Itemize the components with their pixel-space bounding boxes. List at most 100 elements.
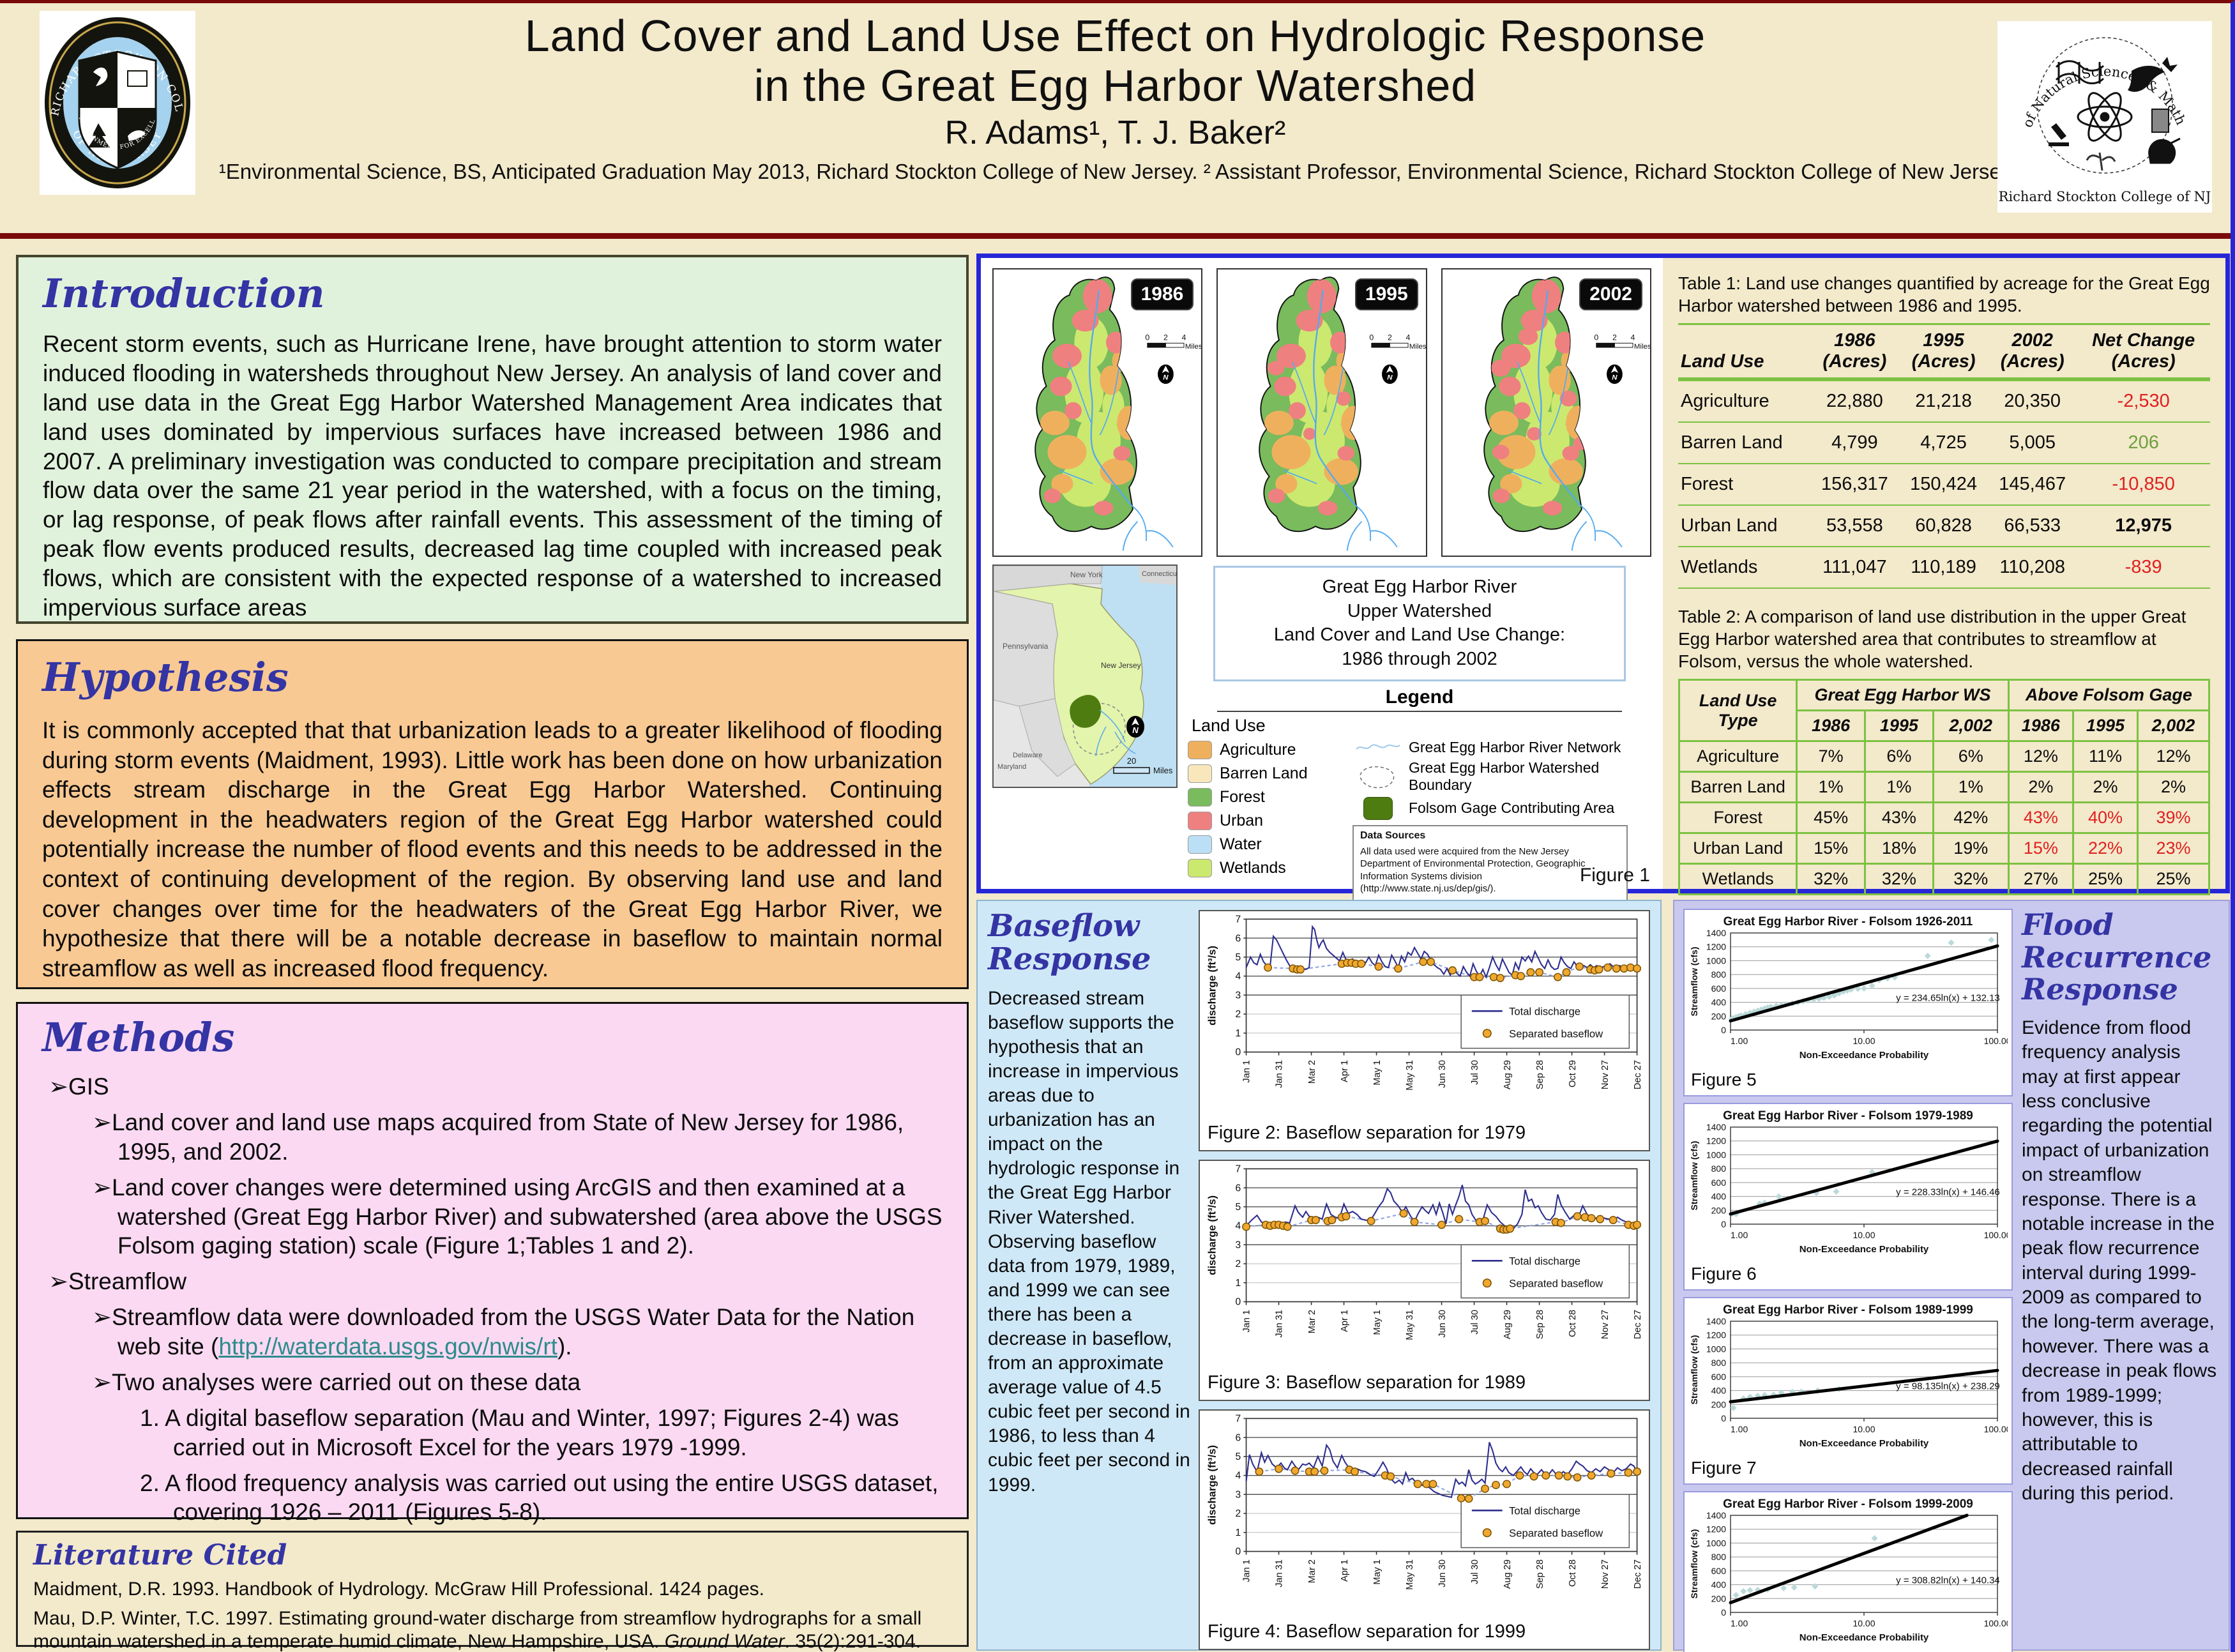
inset-label-maryland: Maryland <box>997 763 1026 771</box>
inset-scale-number: 20 <box>1127 756 1136 766</box>
legend-item-label: Barren Land <box>1220 764 1308 782</box>
legend-symbol-label: Great Egg Harbor River Network <box>1409 738 1621 755</box>
streamflow-data-post: ). <box>557 1333 572 1360</box>
inset-label-connecticut: Connecticut <box>1142 570 1176 578</box>
svg-text:Apr 1: Apr 1 <box>1340 1559 1350 1581</box>
map-year-badge-2002: 2002 <box>1579 278 1642 310</box>
svg-text:Dec 27: Dec 27 <box>1633 1060 1643 1089</box>
svg-text:Separated baseflow: Separated baseflow <box>1509 1277 1603 1289</box>
header: THE RICHARD STOCKTON COLLEGE OF NEW JERS… <box>0 3 2231 232</box>
table-cell: 15% <box>1796 832 1867 865</box>
svg-text:800: 800 <box>1711 1358 1727 1368</box>
flood-heading: Flood Recurrence Response <box>2022 907 2212 1007</box>
figure7-chart-card: Great Egg Harbor River - Folsom 1989-199… <box>1683 1297 2013 1485</box>
svg-text:0: 0 <box>1145 333 1149 342</box>
table-cell: 1% <box>1796 771 1867 803</box>
svg-text:10.00: 10.00 <box>1852 1618 1875 1628</box>
hypothesis-section: Hypothesis It is commonly accepted that … <box>16 639 969 989</box>
seal-lion-icon <box>93 67 108 86</box>
svg-text:400: 400 <box>1711 997 1727 1008</box>
inset-label-pennsylvania: Pennsylvania <box>1003 642 1049 651</box>
net-change-cell: 12,975 <box>2077 505 2210 547</box>
svg-text:Non-Exceedance Probability: Non-Exceedance Probability <box>1799 1244 1929 1255</box>
methods-bullet-two-analyses: ➢Two analyses were carried out on these … <box>92 1368 581 1395</box>
svg-text:Miles: Miles <box>1409 343 1425 351</box>
legend-item-barren-land: Barren Land <box>1188 764 1349 783</box>
reference-maidment: Maidment, D.R. 1993. Handbook of Hydrolo… <box>33 1579 764 1600</box>
svg-text:1.00: 1.00 <box>1731 1424 1748 1434</box>
legend-symbol-label: Great Egg Harbor Watershed Boundary <box>1409 759 1600 793</box>
svg-text:Sep 28: Sep 28 <box>1535 1559 1545 1588</box>
figure5-caption: Figure 5 <box>1691 1070 1757 1089</box>
poster-affiliation: ¹Environmental Science, BS, Anticipated … <box>218 159 2012 183</box>
dna-icon <box>2055 60 2105 84</box>
svg-text:1: 1 <box>1236 1278 1241 1289</box>
table-header-row: Land Use 1986 (Acres) 1995 (Acres) 2002 (Ac… <box>1678 323 2210 381</box>
svg-text:10.00: 10.00 <box>1852 1230 1875 1240</box>
microscope-icon <box>2049 123 2069 146</box>
table-row: Agriculture 22,880 21,218 20,350 -2,530 <box>1678 379 2210 423</box>
svg-text:Apr 1: Apr 1 <box>1340 1060 1350 1082</box>
folsom-contributing-area <box>1070 695 1102 728</box>
streamflow-data-pre: ➢Streamflow data were downloaded from th… <box>92 1304 915 1360</box>
flood-charts-column: Great Egg Harbor River - Folsom 1926-201… <box>1683 909 2013 1652</box>
table-cell: 25% <box>2072 863 2139 895</box>
svg-text:100.00: 100.00 <box>1984 1424 2008 1434</box>
svg-text:Apr 1: Apr 1 <box>1340 1310 1350 1332</box>
figure5-chart-card: Great Egg Harbor River - Folsom 1926-201… <box>1683 909 2013 1096</box>
table-cell: 42% <box>1932 801 2010 834</box>
reference-post: . 35(2):291-304. <box>784 1631 921 1652</box>
table-row: Urban Land 15% 18% 19% 15% 22% 23% <box>1678 832 2210 865</box>
table-year-header: 1986 <box>1796 709 1867 742</box>
figure3-chart-card: 0 1 2 3 4 5 6 7 discharge (ft³/s) Jan 1 Jan 31 Mar … <box>1199 1159 1650 1401</box>
svg-text:5: 5 <box>1236 1451 1241 1462</box>
svg-text:800: 800 <box>1711 969 1727 980</box>
svg-text:2: 2 <box>1388 333 1392 342</box>
table-cell: Urban Land <box>1678 505 1810 547</box>
usgs-water-data-link[interactable]: http://waterdata.usgs.gov/nwis/rt <box>218 1333 557 1360</box>
methods-heading: Methods <box>42 1014 235 1061</box>
table-cell: 45% <box>1796 801 1867 834</box>
table-cell: 40% <box>2072 801 2139 834</box>
table-cell: 12% <box>2137 740 2210 773</box>
svg-text:0: 0 <box>1236 1047 1241 1058</box>
svg-text:1: 1 <box>1236 1028 1241 1039</box>
svg-text:Separated baseflow: Separated baseflow <box>1509 1527 1603 1539</box>
table-cell: 11% <box>2072 740 2139 773</box>
svg-text:May 31: May 31 <box>1405 1060 1415 1091</box>
table-group-header: Great Egg Harbor WS <box>1796 679 2010 711</box>
svg-text:Mar 2: Mar 2 <box>1307 1060 1317 1084</box>
svg-text:Oct 28: Oct 28 <box>1568 1310 1578 1337</box>
inset-label-new-jersey: New Jersey <box>1101 661 1141 670</box>
table1-caption: Table 1: Land use changes quantified by … <box>1678 273 2210 315</box>
svg-text:1400: 1400 <box>1706 1316 1726 1326</box>
folsom-area-icon <box>1363 796 1393 820</box>
atom-icon <box>2077 92 2133 142</box>
svg-text:0: 0 <box>1721 1219 1726 1229</box>
svg-text:Nov 27: Nov 27 <box>1600 1559 1610 1588</box>
table-cell: 22,880 <box>1810 379 1899 423</box>
legend-river-network: Great Egg Harbor River Network <box>1352 739 1651 756</box>
svg-text:200: 200 <box>1711 1205 1727 1215</box>
svg-text:7: 7 <box>1236 1413 1241 1424</box>
svg-text:Dec 27: Dec 27 <box>1633 1310 1643 1339</box>
figure2-caption: Figure 2: Baseflow separation for 1979 <box>1208 1122 1526 1143</box>
svg-text:Aug 29: Aug 29 <box>1503 1559 1513 1588</box>
water-swatch <box>1188 835 1212 854</box>
svg-text:May 1: May 1 <box>1372 1559 1383 1584</box>
table-cell: 4,725 <box>1898 422 1989 464</box>
svg-text:1400: 1400 <box>1706 1510 1726 1520</box>
methods-bullet-gis: ➢GIS <box>49 1073 109 1100</box>
landuse-maps-row: 0 2 4 Miles N 1986 0 2 4 Miles N 1995 0 2 4 Miles N … <box>981 258 1663 559</box>
table-cell: 39% <box>2137 801 2210 834</box>
svg-text:Jul 30: Jul 30 <box>1470 1559 1480 1584</box>
svg-text:discharge (ft³/s): discharge (ft³/s) <box>1206 1195 1218 1275</box>
svg-text:May 31: May 31 <box>1405 1559 1415 1589</box>
svg-text:Jul 30: Jul 30 <box>1470 1310 1480 1335</box>
legend-landuse-label: Land Use <box>1192 715 1266 735</box>
table-cell: 7% <box>1796 740 1867 773</box>
hypothesis-heading: Hypothesis <box>42 654 289 701</box>
legend-item-label: Water <box>1220 835 1262 853</box>
table-year-header: 2,002 <box>1932 709 2010 742</box>
svg-text:Miles: Miles <box>1634 343 1650 351</box>
